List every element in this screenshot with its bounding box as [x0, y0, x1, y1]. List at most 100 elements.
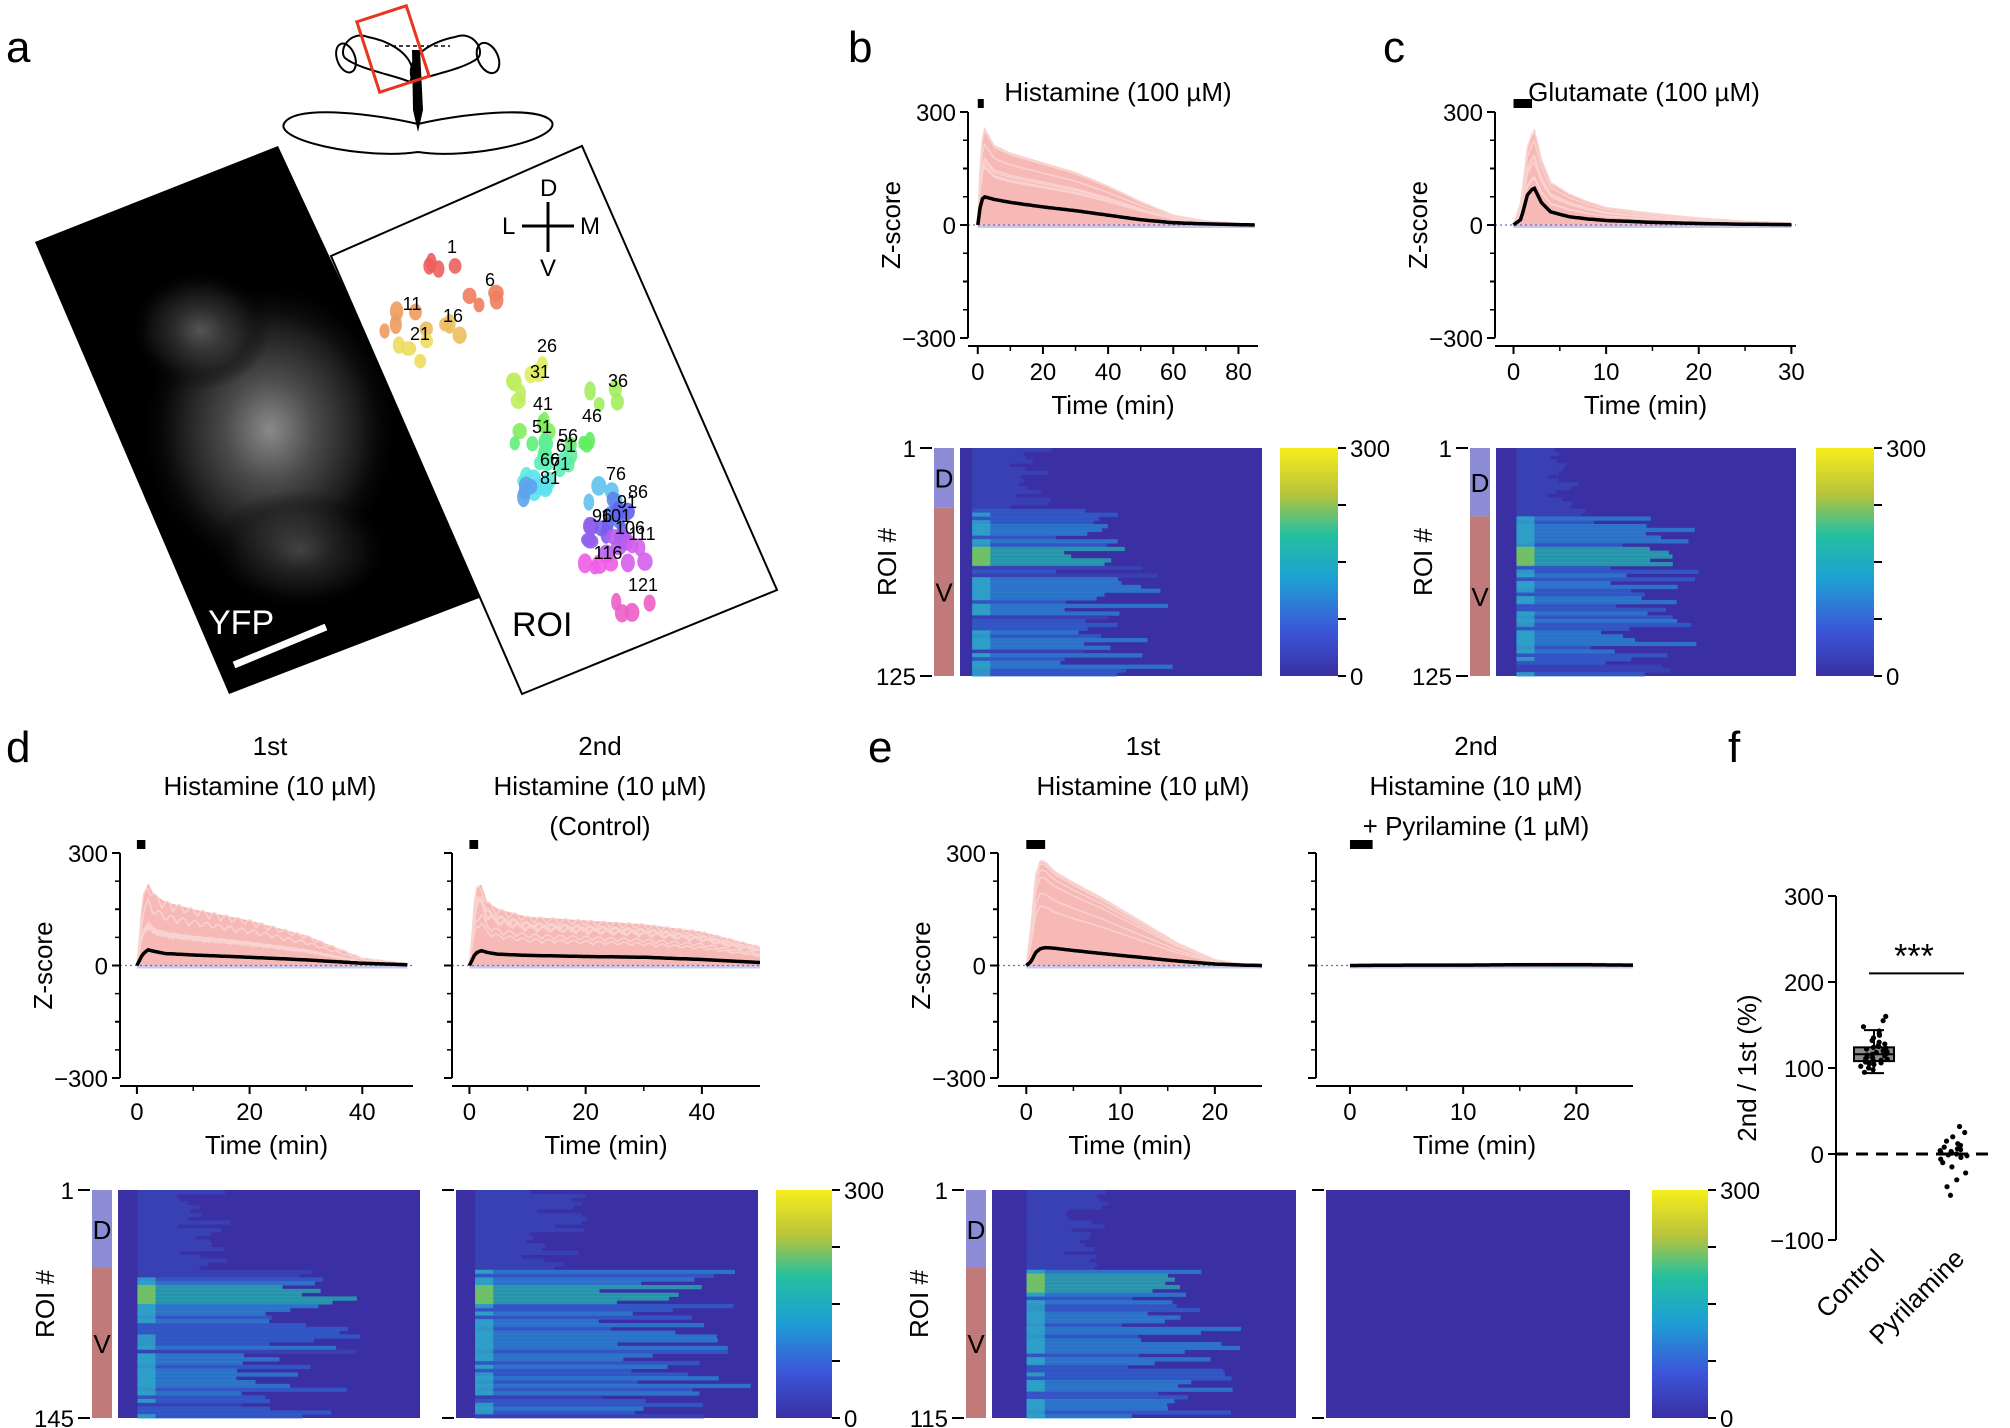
point-pyrilamine — [1964, 1153, 1970, 1159]
trace-envelope — [1026, 861, 1262, 966]
mean-trace — [467, 948, 761, 967]
heatmap-row — [1516, 649, 1615, 654]
chart-c: 300 0 −300 0 10 20 30 Time (min) Z-score — [1403, 99, 1805, 420]
heatmap-row — [972, 539, 1118, 544]
point-control — [1865, 1065, 1872, 1071]
mean-trace — [1512, 185, 1792, 227]
heatmap-row-peak — [137, 1338, 156, 1343]
heatmap-row-peak — [475, 1296, 494, 1301]
heatmap-row — [1516, 562, 1673, 567]
heatmap-row-peak — [137, 1376, 156, 1381]
heatmap-row — [475, 1296, 669, 1301]
heatmap-row — [137, 1231, 211, 1237]
heatmap-row — [1516, 565, 1611, 571]
y-tick-label: 115 — [910, 1406, 948, 1428]
individual-trace — [468, 895, 761, 966]
point-control — [1878, 1057, 1884, 1063]
mean-trace — [1025, 945, 1262, 968]
heatmap-row-peak — [1516, 558, 1535, 563]
heatmap-row-peak — [137, 1292, 156, 1297]
point-pyrilamine — [1958, 1154, 1964, 1161]
heatmap-row — [1026, 1281, 1166, 1286]
heatmap-row — [1516, 482, 1579, 487]
heatmap-row — [1516, 455, 1551, 460]
heatmap-row — [475, 1205, 574, 1210]
point-pyrilamine — [1949, 1164, 1955, 1170]
group-label-dorsal: D — [1471, 468, 1490, 498]
heatmap-row — [972, 463, 1011, 468]
heatmap-row — [1026, 1212, 1066, 1218]
heatmap-row-peak — [475, 1319, 494, 1324]
heatmap-row-peak — [1516, 600, 1535, 605]
heatmap-row-peak — [137, 1307, 156, 1313]
heatmap-row — [137, 1285, 283, 1290]
heatmap-row — [1516, 630, 1602, 635]
y-tick-label: 145 — [34, 1406, 74, 1428]
heatmap-e1: D V 1 115 ROI # — [904, 1178, 1296, 1428]
heatmap-row — [475, 1368, 632, 1373]
heatmap-row — [972, 622, 1118, 628]
heatmap-row — [137, 1376, 237, 1381]
heatmap-d1: D V 1 145 ROI # — [30, 1178, 420, 1428]
roi-blob — [539, 434, 554, 453]
trace-envelope — [1513, 132, 1792, 225]
significance-stars: *** — [1894, 937, 1934, 975]
heatmap-row — [1516, 546, 1650, 552]
roi-number: 121 — [628, 575, 658, 595]
heatmap-row-peak — [1026, 1269, 1045, 1275]
heatmap-row — [475, 1319, 599, 1324]
heatmap-row — [475, 1376, 719, 1381]
point-control — [1870, 1044, 1877, 1050]
heatmap-row-peak — [137, 1387, 156, 1392]
mean-trace — [976, 194, 1255, 227]
heatmap-row-peak — [1026, 1334, 1045, 1339]
heatmap-row — [137, 1262, 209, 1267]
y-axis-label: ROI # — [904, 1270, 934, 1338]
x-tick-label: 10 — [1450, 1099, 1477, 1126]
heatmap-row-peak — [1026, 1410, 1045, 1415]
heatmap-row — [972, 641, 1084, 647]
x-tick-label: 40 — [349, 1099, 376, 1126]
title-e1-bottom: Histamine (10 µM) — [1037, 771, 1250, 801]
heatmap-row — [475, 1220, 582, 1225]
heatmap-row-peak — [1516, 524, 1535, 529]
panel-a-label: a — [6, 23, 31, 72]
heatmap-row-peak — [972, 630, 991, 635]
y-tick-label: 200 — [1784, 970, 1824, 997]
y-tick-label: 300 — [916, 100, 956, 127]
roi-number: 1 — [447, 237, 457, 257]
heatmap-row — [475, 1307, 673, 1313]
heatmap-row — [137, 1414, 303, 1419]
y-tick-label: 125 — [1412, 664, 1452, 691]
heatmap-row-peak — [475, 1383, 494, 1389]
heatmap-row-peak — [972, 546, 991, 552]
heatmap-row-peak — [137, 1372, 156, 1377]
heatmap-row — [137, 1197, 180, 1202]
heatmap-row-peak — [972, 550, 991, 555]
heatmap-row — [1516, 470, 1559, 476]
heatmap-row — [137, 1402, 242, 1408]
heatmap-row-peak — [972, 596, 991, 601]
heatmap-row-peak — [475, 1311, 494, 1316]
roi-blob — [462, 287, 477, 304]
heatmap-row — [1516, 672, 1645, 677]
group-bar-dorsal — [934, 448, 954, 508]
heatmap-row — [1516, 577, 1696, 582]
heatmap-row — [137, 1315, 272, 1320]
y-axis-label: ROI # — [872, 528, 902, 596]
heatmap-row — [1516, 543, 1623, 548]
heatmap-row — [1026, 1273, 1169, 1278]
heatmap-row — [475, 1281, 642, 1286]
heatmap-row — [1026, 1304, 1177, 1309]
x-tick-label: 20 — [572, 1099, 599, 1126]
roi-number: 16 — [443, 306, 463, 326]
individual-trace — [468, 897, 761, 966]
heatmap-row-peak — [1516, 638, 1535, 643]
heatmap-row — [137, 1334, 361, 1339]
individual-trace — [1025, 860, 1263, 966]
point-control — [1880, 1018, 1886, 1024]
third-ventricle-shape — [412, 50, 423, 132]
point-control — [1883, 1045, 1889, 1051]
heatmap-row-peak — [137, 1315, 156, 1320]
roi-blob — [626, 537, 639, 554]
